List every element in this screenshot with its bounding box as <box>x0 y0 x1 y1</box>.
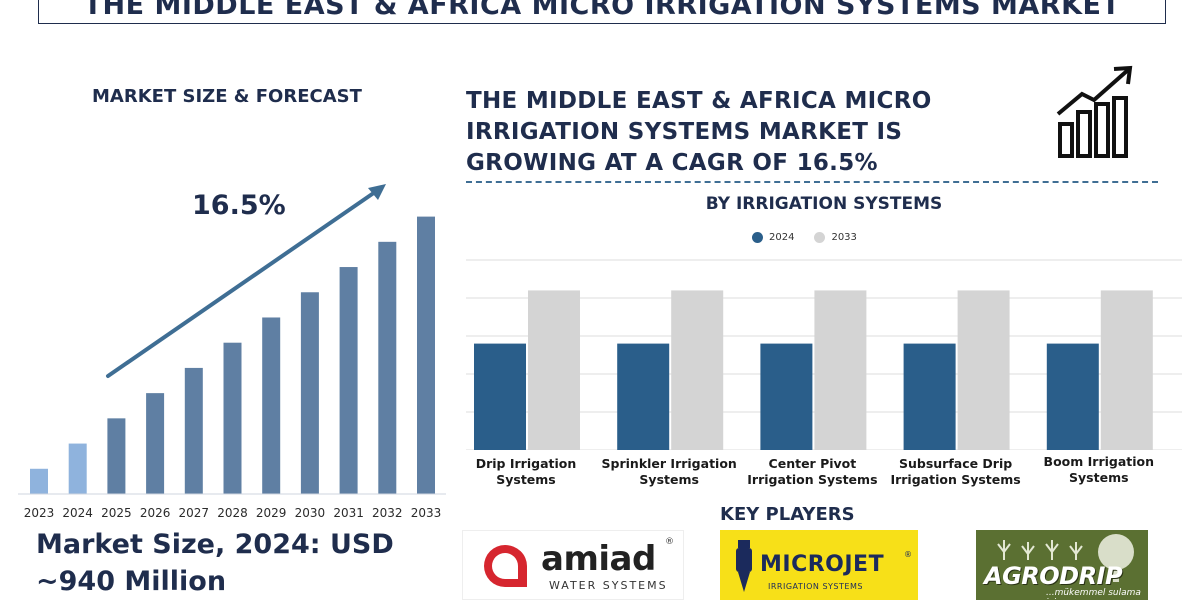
forecast-bar-2032 <box>378 241 397 494</box>
irrigation-chart-title-text: BY IRRIGATION SYSTEMS <box>705 194 943 214</box>
forecast-bar-2023 <box>30 468 48 494</box>
year-label-2024: 2024 <box>62 506 93 520</box>
forecast-bar-chart <box>18 184 446 495</box>
irrigation-chart-title: BY IRRIGATION SYSTEMS <box>466 194 1182 214</box>
legend-item-2033: 2033 <box>814 232 857 243</box>
microjet-registered: ® <box>904 550 912 559</box>
year-label-2031: 2031 <box>333 506 364 520</box>
bar-2024-1 <box>617 343 670 450</box>
legend-label-2024: 2024 <box>769 232 795 243</box>
year-label-2026: 2026 <box>139 506 171 520</box>
microjet-subtitle: IRRIGATION SYSTEMS <box>768 582 863 591</box>
category-label-3: Subsurface Drip Irrigation Systems <box>890 456 1021 487</box>
category-label-1: Sprinkler Irrigation Systems <box>601 456 737 487</box>
market-size-text: Market Size, 2024: USD ~940 Million <box>36 526 394 600</box>
bar-growth-arrow-icon <box>1056 65 1133 158</box>
forecast-bar-2028 <box>223 342 242 494</box>
bar-2024-4 <box>1046 343 1099 450</box>
sprinkler-icon <box>736 540 752 592</box>
microjet-logo: MICROJET ® IRRIGATION SYSTEMS <box>720 530 918 600</box>
agrodrip-subtitle: ...mükemmel sulama için <box>1046 588 1141 600</box>
year-label-2023: 2023 <box>23 506 55 520</box>
irrigation-bar-chart <box>466 259 1182 450</box>
bar-2024-3 <box>903 343 956 450</box>
agrodrip-name: AGRODRIP <box>984 562 1123 590</box>
market-size-line1: Market Size, 2024: USD <box>36 529 394 560</box>
forecast-bar-2026 <box>146 393 165 494</box>
bar-2033-4 <box>1100 290 1153 450</box>
amiad-registered: ® <box>665 537 674 547</box>
forecast-bar-2033 <box>417 216 435 494</box>
bar-2033-3 <box>957 290 1010 450</box>
year-label-2033: 2033 <box>410 506 442 520</box>
category-label-4: Boom Irrigation Systems <box>1043 454 1155 485</box>
market-size-line2: ~940 Million <box>36 566 227 597</box>
bar-2024-2 <box>760 343 813 450</box>
banner-title: THE MIDDLE EAST & AFRICA MICRO IRRIGATIO… <box>83 0 1121 21</box>
amiad-subtitle: WATER SYSTEMS <box>549 579 668 592</box>
year-label-2027: 2027 <box>178 506 210 520</box>
forecast-bar-2031 <box>339 267 358 494</box>
forecast-bar-2027 <box>184 367 203 494</box>
bar-2024-0 <box>474 343 526 450</box>
section-divider <box>466 181 1158 183</box>
cagr-label: 16.5% <box>192 190 286 221</box>
amiad-mark-icon <box>484 545 527 587</box>
category-label-2: Center Pivot Irrigation Systems <box>747 456 878 487</box>
year-label-2029: 2029 <box>255 506 287 520</box>
bar-2033-1 <box>671 290 724 450</box>
key-players-title: KEY PLAYERS <box>720 504 855 525</box>
microjet-name: MICROJET <box>760 552 885 577</box>
year-label-2025: 2025 <box>101 506 132 520</box>
forecast-year-axis: 2023 2024 2025 2026 2027 2028 2029 2030 2031 2032… <box>0 506 460 524</box>
bar-2033-0 <box>528 290 580 450</box>
legend-swatch-2024 <box>752 232 763 243</box>
bar-2033-2 <box>814 290 867 450</box>
year-label-2030: 2030 <box>294 506 326 520</box>
page-banner: THE MIDDLE EAST & AFRICA MICRO IRRIGATIO… <box>38 0 1166 24</box>
tree-icon <box>976 530 1148 600</box>
category-label-0: Drip Irrigation Systems <box>475 456 577 487</box>
trend-arrow-head <box>368 184 386 200</box>
legend-label-2033: 2033 <box>831 232 857 243</box>
forecast-bar-2025 <box>107 418 126 494</box>
year-label-2028: 2028 <box>217 506 248 520</box>
amiad-logo: amiad ® WATER SYSTEMS <box>462 530 684 600</box>
legend-item-2024: 2024 <box>752 232 794 243</box>
forecast-chart-title: MARKET SIZE & FORECAST <box>92 86 362 107</box>
agrodrip-logo: AGRODRIP ...mükemmel sulama için <box>976 530 1148 600</box>
chart-legend: 2024 2033 <box>752 232 857 243</box>
forecast-bar-2029 <box>262 317 281 494</box>
legend-swatch-2033 <box>814 232 826 243</box>
trend-arrow-icon <box>106 188 380 378</box>
cagr-headline: THE MIDDLE EAST & AFRICA MICRO IRRIGATIO… <box>466 88 932 176</box>
amiad-name: amiad <box>541 539 656 579</box>
year-label-2032: 2032 <box>372 506 403 520</box>
forecast-bar-2030 <box>300 292 319 494</box>
forecast-bar-2024 <box>68 443 87 494</box>
